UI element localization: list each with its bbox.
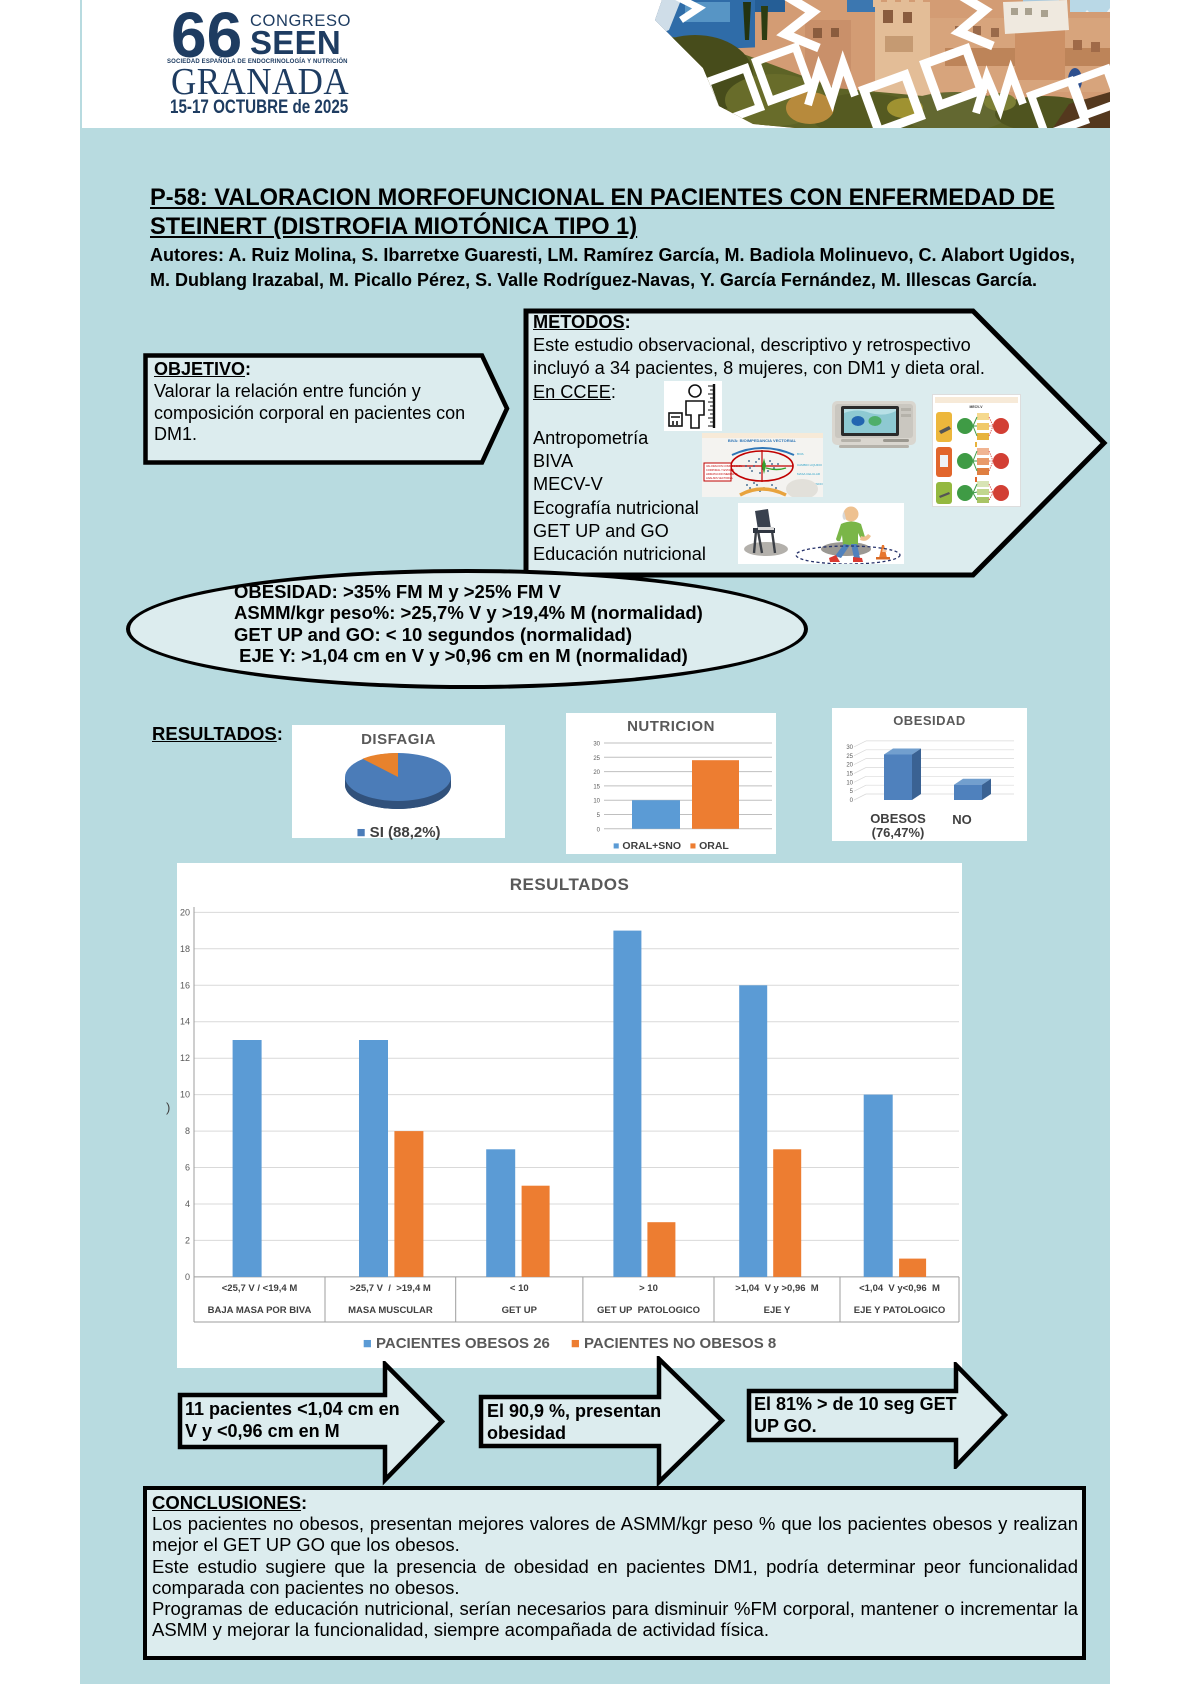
svg-text:20: 20 (846, 763, 853, 769)
svg-text:CORPORAL Y ESTADO: CORPORAL Y ESTADO (706, 468, 734, 472)
svg-text:MASA CELULAR: MASA CELULAR (797, 472, 821, 476)
svg-text:10: 10 (846, 780, 853, 786)
svg-text:CAMBIO LIQUIDO: CAMBIO LIQUIDO (797, 463, 823, 467)
svg-text:BIVA: BIVA (797, 452, 804, 456)
svg-text:10: 10 (180, 1090, 190, 1100)
svg-text:<1,04 V y<0,96 M: <1,04 V y<0,96 M (859, 1283, 940, 1294)
svg-text:15: 15 (846, 772, 853, 778)
svg-text:> 10: > 10 (639, 1283, 658, 1294)
svg-text:VALORACION COMPOSICION: VALORACION COMPOSICION (706, 464, 742, 468)
svg-text:2: 2 (185, 1235, 190, 1245)
svg-text:5: 5 (850, 789, 854, 795)
svg-text:30: 30 (846, 745, 853, 751)
svg-text:30: 30 (593, 742, 600, 748)
svg-text:5: 5 (597, 813, 601, 819)
svg-text:EJE Y: EJE Y (764, 1305, 791, 1316)
svg-text:0: 0 (850, 798, 854, 804)
svg-text:8: 8 (185, 1126, 190, 1136)
svg-text:16: 16 (180, 980, 190, 990)
svg-text:MASA MUSCULAR: MASA MUSCULAR (348, 1305, 433, 1316)
svg-text:MECV-V: MECV-V (970, 405, 984, 409)
svg-text:EJE Y PATOLOGICO: EJE Y PATOLOGICO (854, 1305, 946, 1316)
svg-text:14: 14 (180, 1017, 190, 1027)
svg-text:GET UP: GET UP (502, 1305, 538, 1316)
svg-text:25: 25 (846, 754, 853, 760)
svg-text:>25,7 V / >19,4 M: >25,7 V / >19,4 M (350, 1283, 431, 1294)
svg-text:20: 20 (180, 907, 190, 917)
svg-text:4: 4 (185, 1199, 190, 1209)
svg-text:BAJA MASA POR BIVA: BAJA MASA POR BIVA (208, 1305, 312, 1316)
svg-text:ANALISIS VECTORIAL: ANALISIS VECTORIAL (706, 476, 734, 480)
svg-text:< 10: < 10 (510, 1283, 529, 1294)
svg-text:18: 18 (180, 944, 190, 954)
svg-text:15: 15 (593, 784, 600, 790)
svg-text:>1,04 V y >0,96 M: >1,04 V y >0,96 M (735, 1283, 819, 1294)
svg-text:HIDRATACION MEDIANTE: HIDRATACION MEDIANTE (706, 472, 738, 476)
svg-text:6: 6 (185, 1163, 190, 1173)
svg-text:25: 25 (593, 756, 600, 762)
svg-text:BIVA: BIOIMPEDANCIA VECTORIAL: BIVA: BIOIMPEDANCIA VECTORIAL (728, 438, 797, 443)
svg-text:12: 12 (180, 1053, 190, 1063)
svg-text:GET UP PATOLOGICO: GET UP PATOLOGICO (597, 1305, 700, 1316)
svg-text:0: 0 (597, 827, 601, 833)
svg-text:10: 10 (593, 799, 600, 805)
svg-text:<25,7 V / <19,4 M: <25,7 V / <19,4 M (222, 1283, 298, 1294)
svg-text:20: 20 (593, 770, 600, 776)
svg-text:0: 0 (185, 1272, 190, 1282)
